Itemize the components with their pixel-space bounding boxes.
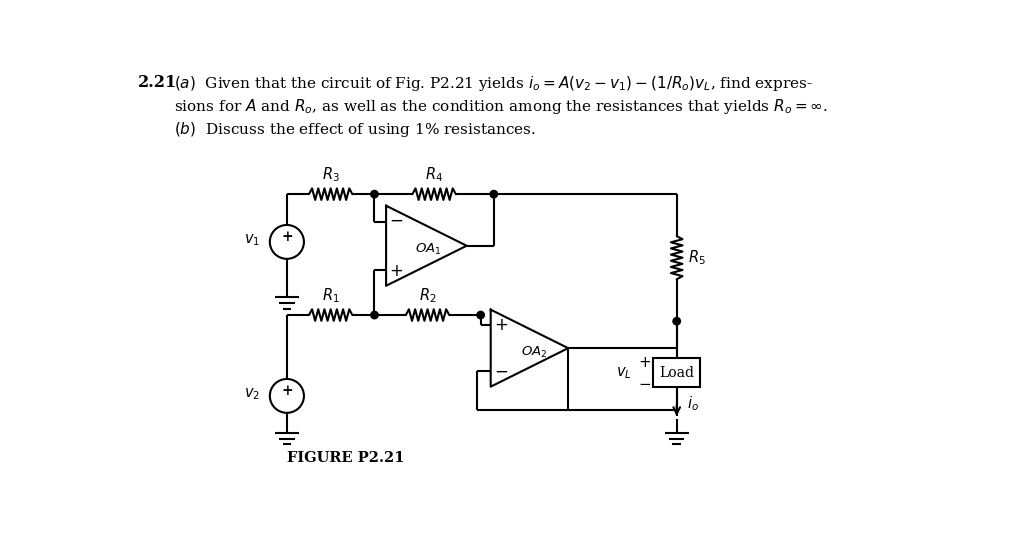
Text: $v_1$: $v_1$ (244, 233, 260, 248)
Text: $v_2$: $v_2$ (244, 387, 260, 402)
Text: FIGURE P2.21: FIGURE P2.21 (287, 450, 404, 464)
Text: $+$: $+$ (494, 316, 508, 334)
Circle shape (490, 191, 498, 198)
Text: $(a)$  Given that the circuit of Fig. P2.21 yields $i_o = A(v_2-v_1)-(1/R_o)v_L$: $(a)$ Given that the circuit of Fig. P2.… (174, 74, 813, 93)
Text: $(b)$  Discuss the effect of using 1% resistances.: $(b)$ Discuss the effect of using 1% res… (174, 120, 537, 139)
Bar (653, 358, 700, 387)
Text: +: + (281, 384, 293, 399)
Text: $R_3$: $R_3$ (322, 165, 340, 184)
Circle shape (477, 312, 484, 319)
Text: $i_o$: $i_o$ (687, 394, 698, 413)
Circle shape (673, 318, 680, 325)
Text: +: + (281, 230, 293, 244)
Text: $R_2$: $R_2$ (419, 286, 436, 305)
Text: sions for $A$ and $R_o$, as well as the condition among the resistances that yie: sions for $A$ and $R_o$, as well as the … (174, 97, 828, 116)
Text: $-$: $-$ (638, 376, 650, 390)
Text: 2.21: 2.21 (138, 74, 177, 91)
Text: $+$: $+$ (389, 263, 403, 280)
Text: $OA_1$: $OA_1$ (415, 242, 441, 257)
Text: Load: Load (659, 366, 694, 380)
Circle shape (371, 312, 378, 319)
Text: $-$: $-$ (494, 363, 508, 380)
Text: $R_5$: $R_5$ (688, 248, 707, 267)
Text: $v_L$: $v_L$ (616, 365, 632, 381)
Text: $+$: $+$ (638, 356, 650, 370)
Text: $R_1$: $R_1$ (322, 286, 340, 305)
Text: $R_4$: $R_4$ (425, 165, 443, 184)
Text: $OA_2$: $OA_2$ (521, 345, 547, 360)
Text: $-$: $-$ (389, 212, 403, 228)
Circle shape (371, 191, 378, 198)
